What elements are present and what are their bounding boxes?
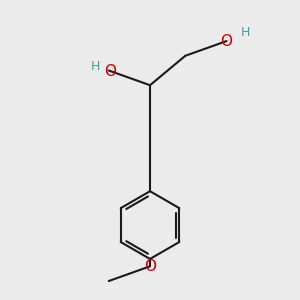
Text: H: H: [91, 60, 100, 73]
Text: O: O: [104, 64, 116, 80]
Text: H: H: [241, 26, 250, 39]
Text: O: O: [144, 259, 156, 274]
Text: O: O: [220, 34, 232, 49]
